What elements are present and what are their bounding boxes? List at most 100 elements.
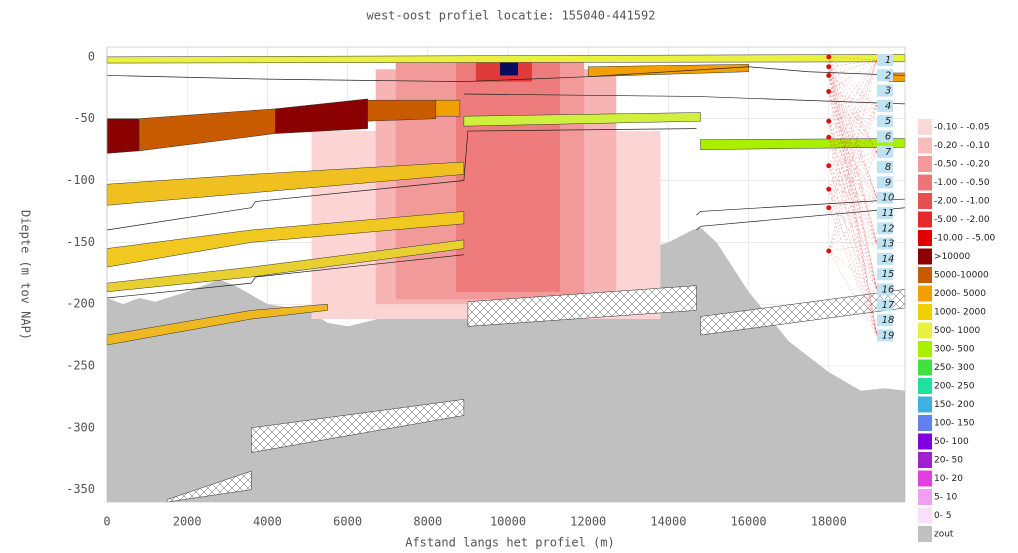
legend-swatch [918, 248, 932, 265]
well-point [826, 163, 832, 169]
well-link [828, 56, 878, 152]
layer-label: 9 [885, 177, 891, 188]
legend-swatch [918, 174, 932, 191]
layer-label: 8 [885, 162, 891, 173]
well-point [826, 248, 832, 254]
y-tick-label: -100 [66, 173, 95, 187]
legend-label: -5.00 - -2.00 [934, 215, 990, 225]
well-link [828, 121, 878, 244]
layer-boundary [696, 207, 906, 231]
well-link [828, 121, 878, 198]
well-link [828, 91, 878, 198]
legend-swatch [918, 267, 932, 283]
well-link [828, 59, 878, 122]
layer-boundary [696, 198, 906, 216]
legend-swatch [918, 285, 932, 302]
layer-boundary [106, 254, 464, 299]
x-tick-label: 2000 [173, 515, 202, 529]
legend-label: -0.10 - -0.05 [934, 123, 990, 133]
layer-band [106, 118, 140, 154]
legend-swatch [918, 230, 932, 246]
legend-swatch [918, 526, 932, 542]
layer-band [106, 54, 906, 64]
layer-label: 11 [882, 208, 895, 219]
legend-label: zout [934, 530, 954, 540]
well-link [828, 250, 878, 336]
layer-label: 15 [882, 269, 895, 280]
well-link [828, 121, 878, 152]
well-link [828, 75, 878, 244]
well-link [828, 121, 878, 290]
well-point [826, 54, 832, 60]
legend-label: 5000-10000 [934, 271, 989, 281]
layer-label: 4 [885, 101, 891, 112]
legend-label: 150- 200 [934, 400, 975, 410]
layer-label: 17 [882, 300, 895, 311]
well-link [828, 91, 878, 152]
layer-band [367, 99, 437, 122]
legend-swatch [918, 507, 932, 524]
layer-band [138, 108, 276, 152]
well-link [828, 137, 878, 244]
legend-label: 300- 500 [934, 345, 975, 355]
layer-band [275, 98, 368, 134]
layer-band [463, 112, 701, 127]
legend-label: -10.00 - -5.00 [934, 234, 996, 244]
layer-label: 19 [882, 330, 895, 341]
x-tick-label: 12000 [570, 515, 606, 529]
legend-label: -0.20 - -0.10 [934, 141, 990, 151]
legend-label: >10000 [934, 252, 970, 262]
layer-label: 3 [885, 86, 891, 97]
well-link [828, 189, 878, 290]
x-tick-label: 4000 [253, 515, 282, 529]
well-link [828, 59, 878, 76]
x-tick-label: 10000 [490, 515, 526, 529]
layer-label-box [877, 130, 893, 143]
x-tick-label: 14000 [650, 515, 686, 529]
legend-label: 0- 5 [934, 511, 952, 521]
layer-band [587, 64, 749, 77]
y-tick-label: -150 [66, 235, 95, 249]
x-tick-label: 6000 [333, 515, 362, 529]
well-link [828, 137, 878, 152]
well-link [828, 59, 878, 67]
well-link [828, 66, 878, 198]
legend-label: 5- 10 [934, 493, 958, 503]
chart-title: west-oost profiel locatie: 155040-441592 [367, 9, 656, 23]
legend-label: 1000- 2000 [934, 308, 986, 318]
layer-band [700, 138, 906, 150]
layer-band [435, 99, 461, 117]
x-tick-label: 8000 [413, 515, 442, 529]
well-link [828, 59, 878, 166]
legend-swatch [918, 452, 932, 468]
legend-swatch [918, 322, 932, 339]
legend-label: 10- 20 [934, 474, 963, 484]
legend-label: -0.50 - -0.20 [934, 160, 990, 170]
well-link [828, 151, 878, 166]
legend-swatch [918, 304, 932, 320]
legend-label: -1.00 - -0.50 [934, 178, 990, 188]
well-point [826, 89, 832, 95]
well-point [826, 186, 832, 192]
layer-label: 13 [882, 239, 895, 250]
anomaly-zone [455, 56, 561, 292]
well-link [828, 137, 878, 290]
y-tick-label: -50 [73, 111, 95, 125]
legend-label: 250- 300 [934, 363, 975, 373]
legend-label: -2.00 - -1.00 [934, 197, 990, 207]
well-link [828, 91, 878, 244]
legend-label: 100- 150 [934, 419, 975, 429]
hatched-layer [251, 399, 465, 453]
layer-label-box [877, 191, 893, 204]
well-link [828, 66, 878, 152]
layer-boundary [106, 66, 906, 82]
layer-label: 10 [882, 193, 895, 204]
layer-label-box [877, 115, 893, 128]
hatched-layer [166, 470, 252, 503]
layer-label: 6 [885, 132, 891, 143]
layer-boundary [463, 93, 906, 105]
well-link [828, 243, 878, 252]
well-link [828, 105, 878, 122]
layer-label-box [877, 161, 893, 174]
